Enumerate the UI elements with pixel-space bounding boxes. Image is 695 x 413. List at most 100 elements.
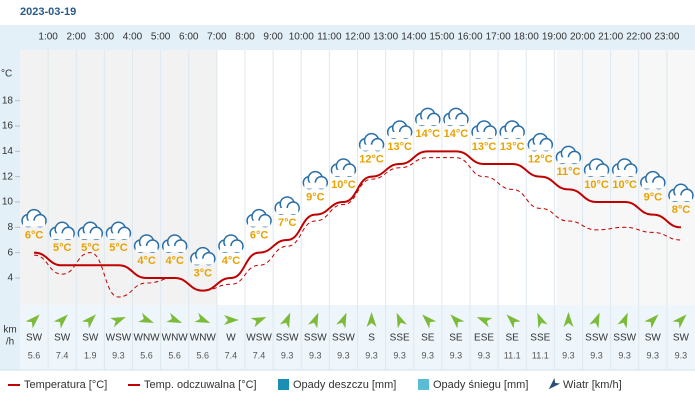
wind-arrow xyxy=(166,312,183,324)
wind-direction: W xyxy=(226,333,236,344)
wind-direction: SSW xyxy=(613,333,636,344)
temp-label: 13°C xyxy=(500,141,525,153)
weather-icon xyxy=(302,170,329,190)
cloud-base xyxy=(641,182,664,189)
y-tick-label: 12 xyxy=(2,171,14,182)
wind-arrow xyxy=(506,314,521,329)
hour-label: 6:00 xyxy=(179,32,199,43)
wind-direction: SSE xyxy=(530,333,550,344)
wind-speed: 5.6 xyxy=(168,350,181,360)
temp-label: 3°C xyxy=(194,268,213,280)
hour-label: 15:00 xyxy=(429,32,454,43)
wind-arrow xyxy=(336,312,347,329)
cloud-base xyxy=(304,182,327,189)
weather-icon xyxy=(77,221,104,241)
feels-like-line xyxy=(34,157,681,298)
cloud-base xyxy=(557,157,580,164)
hour-label: 14:00 xyxy=(401,32,426,43)
wind-speed: 5.6 xyxy=(197,350,210,360)
night-band xyxy=(557,50,695,305)
weather-icon xyxy=(21,208,47,228)
hour-label: 11:00 xyxy=(317,32,342,43)
wind-direction: SSW xyxy=(276,333,299,344)
weather-icon xyxy=(611,158,638,177)
y-tick-label: 4 xyxy=(7,273,13,284)
wind-arrow xyxy=(279,312,291,329)
wind-speed: 9.3 xyxy=(309,350,322,360)
wind-direction: SW xyxy=(54,333,71,344)
hour-label: 19:00 xyxy=(542,32,567,43)
hour-label: 9:00 xyxy=(263,32,283,43)
weather-icon xyxy=(274,196,300,215)
cloud-base xyxy=(191,258,214,265)
cloud-base xyxy=(276,207,299,214)
wind-arrow xyxy=(422,314,437,329)
temp-label: 13°C xyxy=(472,141,497,153)
wind-speed: 9.3 xyxy=(281,350,294,360)
wind-unit: /h xyxy=(6,337,14,348)
temp-label: 11°C xyxy=(556,166,580,178)
wind-arrow xyxy=(194,312,211,324)
weather-icon xyxy=(640,170,666,190)
weather-icon xyxy=(386,120,413,139)
weather-icon xyxy=(161,234,188,253)
temp-label: 13°C xyxy=(387,141,412,153)
y-tick-label: 6 xyxy=(7,247,13,258)
hour-label: 21:00 xyxy=(598,32,623,43)
cloud-base xyxy=(219,245,242,252)
wind-arrow xyxy=(617,312,628,329)
hour-label: 1:00 xyxy=(38,32,58,43)
wind-direction: WSW xyxy=(246,333,272,344)
night-band xyxy=(20,50,217,305)
wind-arrow xyxy=(81,314,96,329)
temp-label: 12°C xyxy=(528,154,553,166)
temp-label: 9°C xyxy=(644,192,663,204)
wind-arrow xyxy=(563,312,574,327)
hour-label: 2:00 xyxy=(67,32,87,43)
hour-label: 20:00 xyxy=(570,32,595,43)
cloud-base xyxy=(501,131,524,138)
cloud-base xyxy=(444,119,467,126)
legend-label: Temp. odczuwalna [°C] xyxy=(144,379,257,391)
wind-direction: SW xyxy=(26,333,43,344)
weather-icon xyxy=(246,208,272,228)
temp-label: 6°C xyxy=(250,230,269,242)
wind-speed: 9.3 xyxy=(478,350,491,360)
wind-unit: km xyxy=(3,325,16,336)
temp-label: 6°C xyxy=(25,230,44,242)
wind-direction: WNW xyxy=(190,333,217,344)
cloud-base xyxy=(51,233,74,240)
wind-arrow xyxy=(537,312,548,329)
cloud-base xyxy=(388,131,411,138)
wind-direction: WNW xyxy=(134,333,161,344)
temp-label: 10°C xyxy=(331,179,356,191)
wind-arrow xyxy=(53,314,68,329)
hour-label: 23:00 xyxy=(654,32,679,43)
weather-icon xyxy=(583,158,610,177)
wind-speed: 9.3 xyxy=(562,350,575,360)
cloud-base xyxy=(360,144,383,151)
wind-speed: 7.4 xyxy=(253,350,266,360)
wind-arrow xyxy=(25,314,40,329)
y-tick-label: 14 xyxy=(2,146,14,157)
hour-label: 8:00 xyxy=(235,32,255,43)
wind-arrow xyxy=(110,316,126,328)
temp-label: 7°C xyxy=(278,217,297,229)
temp-label: 10°C xyxy=(612,179,637,191)
legend-swatch xyxy=(418,379,429,390)
cloud-base xyxy=(416,119,439,126)
wind-direction: SE xyxy=(421,333,435,344)
left-axis-band xyxy=(0,50,20,370)
weather-icon xyxy=(499,120,525,139)
hour-label: 10:00 xyxy=(289,32,314,43)
legend-swatch xyxy=(548,377,561,390)
wind-speed: 7.4 xyxy=(225,350,238,360)
legend-label: Wiatr [km/h] xyxy=(563,379,622,391)
temp-label: 5°C xyxy=(53,242,72,254)
weather-icon xyxy=(471,120,497,139)
hour-label: 22:00 xyxy=(626,32,651,43)
wind-direction: S xyxy=(368,333,375,344)
wind-speed: 9.3 xyxy=(647,350,660,360)
wind-arrow xyxy=(396,312,407,329)
hour-label: 4:00 xyxy=(123,32,143,43)
